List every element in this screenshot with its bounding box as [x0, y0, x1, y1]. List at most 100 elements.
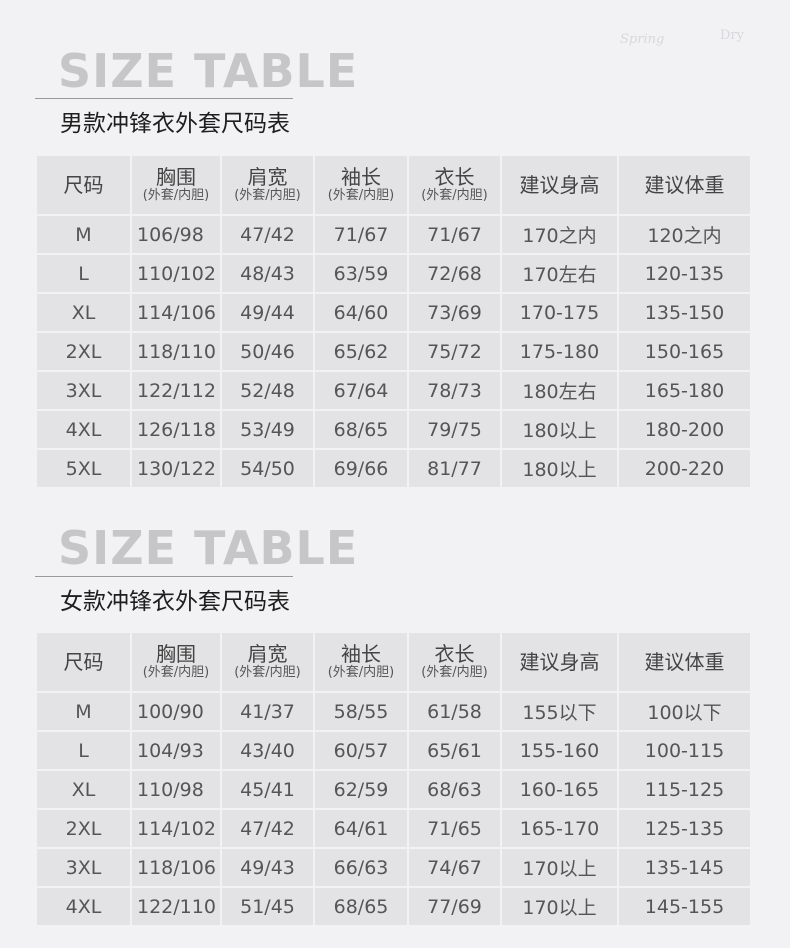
value-cell: 53/49 [220, 409, 315, 450]
size-cell: 4XL [35, 409, 132, 450]
value-cell: 41/37 [220, 691, 315, 732]
value-cell: 170左右 [500, 253, 619, 294]
column-sublabel: (外套/内胆) [421, 188, 488, 203]
value-cell: 43/40 [220, 730, 315, 771]
column-sublabel: (外套/内胆) [234, 665, 301, 680]
column-label: 衣长 [434, 642, 475, 666]
value-cell: 170以上 [500, 847, 619, 888]
table-row: 2XL 114/102 47/42 64/61 71/65 165-170 125-135 [35, 808, 752, 849]
value-cell: 58/55 [313, 691, 409, 732]
header-row: 尺码 胸围 (外套/内胆) 肩宽 (外套/内胆) 袖长 (外套/内胆) 衣长 (外套/内胆) 建议… [35, 154, 752, 216]
column-label: 袖长 [341, 165, 381, 189]
value-cell: 67/64 [313, 370, 409, 411]
value-cell: 45/41 [220, 769, 315, 810]
value-cell: 165-180 [617, 370, 752, 411]
value-cell: 170之内 [500, 214, 619, 255]
value-cell: 71/65 [407, 808, 502, 849]
column-sublabel: (外套/内胆) [327, 665, 395, 680]
size-cell: L [35, 253, 132, 294]
men-size-table: 尺码 胸围 (外套/内胆) 肩宽 (外套/内胆) 袖长 (外套/内胆) 衣长 (外套/内胆) 建议… [35, 154, 752, 489]
value-cell: 65/62 [313, 331, 409, 372]
value-cell: 63/59 [313, 253, 409, 294]
value-cell: 175-180 [500, 331, 619, 372]
value-cell: 115-125 [617, 769, 752, 810]
column-header: 袖长 (外套/内胆) [313, 154, 409, 216]
value-cell: 68/63 [407, 769, 502, 810]
size-cell: XL [35, 769, 132, 810]
value-cell: 78/73 [407, 370, 502, 411]
column-label: 胸围 [156, 165, 196, 189]
value-cell: 62/59 [313, 769, 409, 810]
size-cell: XL [35, 292, 132, 333]
table-row: 5XL 130/122 54/50 69/66 81/77 180以上 200-220 [35, 448, 752, 489]
value-cell: 47/42 [220, 808, 315, 849]
size-cell: 3XL [35, 847, 132, 888]
value-cell: 79/75 [407, 409, 502, 450]
value-cell: 71/67 [407, 214, 502, 255]
size-cell: 3XL [35, 370, 132, 411]
column-header: 尺码 [35, 631, 132, 693]
value-cell: 77/69 [407, 886, 502, 927]
value-cell: 61/58 [407, 691, 502, 732]
column-label: 袖长 [341, 642, 381, 666]
column-label: 胸围 [156, 642, 196, 666]
table-row: L 104/93 43/40 60/57 65/61 155-160 100-115 [35, 730, 752, 771]
watermark-text: Dry [720, 28, 744, 43]
value-cell: 75/72 [407, 331, 502, 372]
value-cell: 135-145 [617, 847, 752, 888]
column-label: 衣长 [434, 165, 475, 189]
value-cell: 100以下 [617, 691, 752, 732]
table-row: M 100/90 41/37 58/55 61/58 155以下 100以下 [35, 691, 752, 732]
table-row: 4XL 126/118 53/49 68/65 79/75 180以上 180-200 [35, 409, 752, 450]
value-cell: 50/46 [220, 331, 315, 372]
women-size-table: 尺码 胸围 (外套/内胆) 肩宽 (外套/内胆) 袖长 (外套/内胆) 衣长 (外套/内胆) 建议… [35, 631, 752, 927]
column-header: 肩宽 (外套/内胆) [220, 154, 315, 216]
column-header: 衣长 (外套/内胆) [407, 154, 502, 216]
column-sublabel: (外套/内胆) [142, 665, 210, 680]
value-cell: 66/63 [313, 847, 409, 888]
value-cell: 74/67 [407, 847, 502, 888]
women-section-subtitle: 女款冲锋衣外套尺码表 [60, 589, 290, 615]
column-header: 建议体重 [617, 631, 752, 693]
column-label: 肩宽 [247, 642, 288, 666]
divider [35, 98, 293, 99]
value-cell: 118/106 [130, 847, 222, 888]
divider [35, 576, 293, 577]
column-sublabel: (外套/内胆) [234, 188, 301, 203]
size-cell: 2XL [35, 331, 132, 372]
value-cell: 106/98 [130, 214, 222, 255]
value-cell: 200-220 [617, 448, 752, 489]
value-cell: 180以上 [500, 448, 619, 489]
column-sublabel: (外套/内胆) [327, 188, 395, 203]
value-cell: 73/69 [407, 292, 502, 333]
size-cell: M [35, 214, 132, 255]
value-cell: 155-160 [500, 730, 619, 771]
column-label: 建议身高 [519, 173, 600, 197]
women-section-title: SIZE TABLE [58, 521, 359, 575]
value-cell: 170-175 [500, 292, 619, 333]
value-cell: 60/57 [313, 730, 409, 771]
value-cell: 118/110 [130, 331, 222, 372]
value-cell: 104/93 [130, 730, 222, 771]
size-cell: 4XL [35, 886, 132, 927]
column-sublabel: (外套/内胆) [142, 188, 210, 203]
column-header: 尺码 [35, 154, 132, 216]
table-row: 4XL 122/110 51/45 68/65 77/69 170以上 145-155 [35, 886, 752, 927]
column-label: 肩宽 [247, 165, 288, 189]
header-row: 尺码 胸围 (外套/内胆) 肩宽 (外套/内胆) 袖长 (外套/内胆) 衣长 (外套/内胆) 建议… [35, 631, 752, 693]
value-cell: 180-200 [617, 409, 752, 450]
column-label: 建议体重 [644, 173, 725, 197]
value-cell: 64/60 [313, 292, 409, 333]
value-cell: 49/43 [220, 847, 315, 888]
value-cell: 65/61 [407, 730, 502, 771]
men-section-title: SIZE TABLE [58, 44, 359, 98]
column-header: 衣长 (外套/内胆) [407, 631, 502, 693]
column-header: 建议体重 [617, 154, 752, 216]
table-row: XL 110/98 45/41 62/59 68/63 160-165 115-125 [35, 769, 752, 810]
value-cell: 130/122 [130, 448, 222, 489]
column-header: 胸围 (外套/内胆) [130, 154, 222, 216]
column-label: 尺码 [63, 650, 104, 674]
value-cell: 71/67 [313, 214, 409, 255]
column-label: 建议体重 [644, 650, 725, 674]
value-cell: 52/48 [220, 370, 315, 411]
